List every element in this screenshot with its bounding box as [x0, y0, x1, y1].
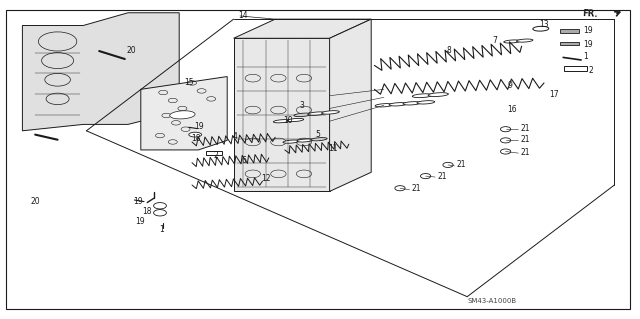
Bar — [560, 29, 579, 33]
Ellipse shape — [189, 132, 202, 137]
Ellipse shape — [308, 112, 325, 115]
Text: 19: 19 — [584, 40, 593, 49]
Bar — [564, 66, 587, 71]
Text: 20: 20 — [127, 46, 136, 55]
Text: SM43-A1000B: SM43-A1000B — [467, 299, 516, 304]
Text: 14: 14 — [238, 11, 248, 20]
Text: 21: 21 — [520, 148, 530, 157]
Text: 21: 21 — [520, 124, 530, 133]
Text: 13: 13 — [540, 20, 549, 29]
Text: 21: 21 — [437, 172, 447, 181]
Text: 1: 1 — [584, 52, 588, 61]
Text: 19: 19 — [133, 197, 143, 206]
Polygon shape — [234, 19, 371, 38]
Text: 8: 8 — [447, 46, 451, 55]
Text: 10: 10 — [284, 116, 293, 125]
Polygon shape — [330, 19, 371, 191]
Text: 6: 6 — [242, 156, 247, 165]
Text: 9: 9 — [508, 81, 513, 90]
Text: 21: 21 — [456, 160, 466, 169]
Text: 3: 3 — [300, 101, 305, 110]
Ellipse shape — [417, 101, 435, 104]
Text: 7: 7 — [492, 36, 497, 45]
Text: 18: 18 — [142, 207, 152, 216]
Ellipse shape — [428, 93, 449, 96]
Text: 5: 5 — [316, 130, 321, 139]
Text: 11: 11 — [328, 145, 338, 153]
Text: 19: 19 — [194, 122, 204, 131]
Bar — [560, 42, 579, 45]
Ellipse shape — [516, 39, 533, 42]
Polygon shape — [22, 13, 179, 131]
Ellipse shape — [287, 118, 303, 122]
Ellipse shape — [403, 102, 420, 105]
Polygon shape — [234, 38, 330, 191]
Text: 2: 2 — [213, 151, 218, 160]
Ellipse shape — [273, 120, 290, 123]
Text: FR.: FR. — [582, 10, 598, 19]
Text: 15: 15 — [184, 78, 194, 87]
Text: 1: 1 — [159, 225, 163, 234]
Ellipse shape — [533, 26, 548, 31]
Text: 16: 16 — [508, 105, 517, 114]
Ellipse shape — [170, 111, 195, 119]
Text: 21: 21 — [412, 184, 421, 193]
Ellipse shape — [412, 94, 433, 98]
Ellipse shape — [389, 103, 407, 106]
Ellipse shape — [294, 113, 312, 116]
Text: 12: 12 — [261, 174, 271, 182]
Text: 19: 19 — [136, 217, 145, 226]
Polygon shape — [141, 77, 227, 150]
Text: 18: 18 — [191, 134, 200, 143]
Ellipse shape — [297, 139, 313, 142]
Text: 17: 17 — [549, 90, 559, 99]
Bar — [206, 151, 222, 155]
Ellipse shape — [283, 140, 300, 143]
Ellipse shape — [504, 40, 520, 43]
Ellipse shape — [375, 104, 393, 107]
Ellipse shape — [311, 137, 327, 141]
Ellipse shape — [322, 111, 339, 114]
Text: 19: 19 — [584, 26, 593, 35]
Text: 4: 4 — [232, 132, 237, 141]
Text: 2: 2 — [589, 66, 593, 75]
Text: 21: 21 — [520, 135, 530, 144]
Text: 20: 20 — [31, 197, 40, 206]
